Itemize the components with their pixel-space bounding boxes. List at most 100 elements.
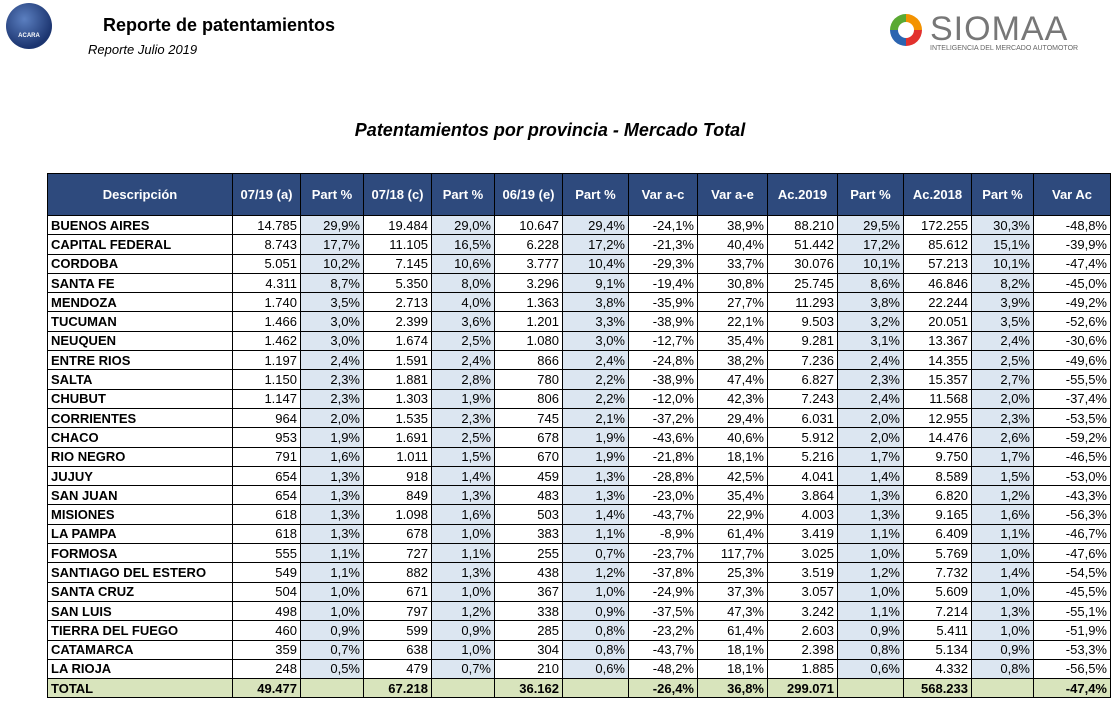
cell: 9.165 bbox=[903, 504, 972, 525]
cell: 29,4% bbox=[562, 214, 629, 236]
cell: 1,0% bbox=[300, 581, 364, 602]
cell: 38,2% bbox=[697, 350, 768, 371]
cell: 33,7% bbox=[697, 253, 768, 274]
cell: 29,0% bbox=[431, 214, 495, 236]
cell: 1,3% bbox=[300, 465, 364, 487]
cell: -37,2% bbox=[628, 407, 698, 429]
cell: 1.740 bbox=[232, 292, 301, 313]
table-row: MISIONES 618 1,3% 1.098 1,6% 503 1,4% -43,7% 22,… bbox=[47, 504, 1111, 525]
cell: 1,3% bbox=[971, 600, 1034, 622]
table-row: LA PAMPA 618 1,3% 678 1,0% 383 1,1% -8,9% 61,4% 3… bbox=[47, 523, 1111, 545]
cell: 0,8% bbox=[562, 620, 629, 641]
cell: 3.864 bbox=[767, 485, 838, 506]
table-row: RIO NEGRO 791 1,6% 1.011 1,5% 670 1,9% -21,8% 18… bbox=[47, 446, 1111, 467]
cell: 2,0% bbox=[837, 427, 904, 448]
cell: 6.031 bbox=[767, 407, 838, 429]
cell: 25,3% bbox=[697, 562, 768, 583]
cell: 438 bbox=[494, 562, 563, 583]
cell: 1,0% bbox=[837, 543, 904, 564]
cell: 459 bbox=[494, 465, 563, 487]
cell: 1,3% bbox=[431, 485, 495, 506]
cell: 1.201 bbox=[494, 311, 563, 332]
cell: 1,3% bbox=[837, 485, 904, 506]
cell: 0,7% bbox=[431, 658, 495, 680]
cell: 618 bbox=[232, 504, 301, 525]
cell: 2,0% bbox=[300, 407, 364, 429]
cell: 22.244 bbox=[903, 292, 972, 313]
cell: 0,8% bbox=[562, 639, 629, 660]
cell: 8,0% bbox=[431, 272, 495, 294]
cell: 498 bbox=[232, 600, 301, 622]
cell: 85.612 bbox=[903, 234, 972, 255]
cell: 30,8% bbox=[697, 272, 768, 294]
cell: 338 bbox=[494, 600, 563, 622]
cell: -24,9% bbox=[628, 581, 698, 602]
table-row: FORMOSA 555 1,1% 727 1,1% 255 0,7% -23,7% 117,7%… bbox=[47, 543, 1111, 564]
cell: 791 bbox=[232, 446, 301, 467]
cell: 1,1% bbox=[562, 523, 629, 545]
cell: 1,1% bbox=[837, 523, 904, 545]
cell: 4.332 bbox=[903, 658, 972, 680]
siomaa-name: SIOMAA bbox=[930, 10, 1069, 48]
cell: 1.080 bbox=[494, 330, 563, 352]
cell: 1,9% bbox=[300, 427, 364, 448]
logo-text: ACARA bbox=[18, 33, 40, 39]
cell: 1,3% bbox=[300, 523, 364, 545]
cell: 0,6% bbox=[837, 658, 904, 680]
cell: 1,0% bbox=[431, 581, 495, 602]
row-label: RIO NEGRO bbox=[47, 446, 233, 467]
cell: 806 bbox=[494, 388, 563, 409]
cell: 18,1% bbox=[697, 658, 768, 680]
cell: 67.218 bbox=[363, 678, 432, 699]
cell: -37,8% bbox=[628, 562, 698, 583]
cell: 383 bbox=[494, 523, 563, 545]
cell: 18,1% bbox=[697, 446, 768, 467]
column-header: Part % bbox=[300, 173, 364, 216]
cell: -43,3% bbox=[1033, 485, 1111, 506]
cell: 654 bbox=[232, 485, 301, 506]
table-row: CORDOBA 5.051 10,2% 7.145 10,6% 3.777 10,4% -29… bbox=[47, 253, 1111, 274]
cell: 3.296 bbox=[494, 272, 563, 294]
cell: -12,7% bbox=[628, 330, 698, 352]
cell: 47,3% bbox=[697, 600, 768, 622]
cell: 11.568 bbox=[903, 388, 972, 409]
cell: 46.846 bbox=[903, 272, 972, 294]
cell: 1,5% bbox=[971, 465, 1034, 487]
cell: 1.674 bbox=[363, 330, 432, 352]
row-label: TIERRA DEL FUEGO bbox=[47, 620, 233, 641]
table-row: CATAMARCA 359 0,7% 638 1,0% 304 0,8% -43,7% 18,1… bbox=[47, 639, 1111, 660]
cell: 1,7% bbox=[971, 446, 1034, 467]
cell: 0,9% bbox=[431, 620, 495, 641]
report-title: Reporte de patentamientos bbox=[103, 15, 336, 35]
cell: -23,2% bbox=[628, 620, 698, 641]
cell: 9,1% bbox=[562, 272, 629, 294]
cell: 2.399 bbox=[363, 311, 432, 332]
cell: 367 bbox=[494, 581, 563, 602]
cell: 14.476 bbox=[903, 427, 972, 448]
cell: 8.589 bbox=[903, 465, 972, 487]
cell: 61,4% bbox=[697, 523, 768, 545]
cell: -21,3% bbox=[628, 234, 698, 255]
cell: 1,0% bbox=[562, 581, 629, 602]
cell: -43,6% bbox=[628, 427, 698, 448]
cell: 460 bbox=[232, 620, 301, 641]
cell: -54,5% bbox=[1033, 562, 1111, 583]
cell: 2,4% bbox=[837, 388, 904, 409]
cell: 2,4% bbox=[562, 350, 629, 371]
cell: 483 bbox=[494, 485, 563, 506]
cell: 0,6% bbox=[562, 658, 629, 680]
cell: 1,2% bbox=[431, 600, 495, 622]
cell: 1,0% bbox=[837, 581, 904, 602]
table-row: SALTA 1.150 2,3% 1.881 2,8% 780 2,2% -38,9% 47,4… bbox=[47, 369, 1111, 390]
column-header: Var a-c bbox=[628, 173, 698, 216]
cell: 40,6% bbox=[697, 427, 768, 448]
row-label: CHACO bbox=[47, 427, 233, 448]
cell: 42,3% bbox=[697, 388, 768, 409]
cell: -8,9% bbox=[628, 523, 698, 545]
cell: 2,3% bbox=[431, 407, 495, 429]
cell: -43,7% bbox=[628, 504, 698, 525]
cell: 1,3% bbox=[431, 562, 495, 583]
cell: 30.076 bbox=[767, 253, 838, 274]
cell: 2,5% bbox=[431, 330, 495, 352]
